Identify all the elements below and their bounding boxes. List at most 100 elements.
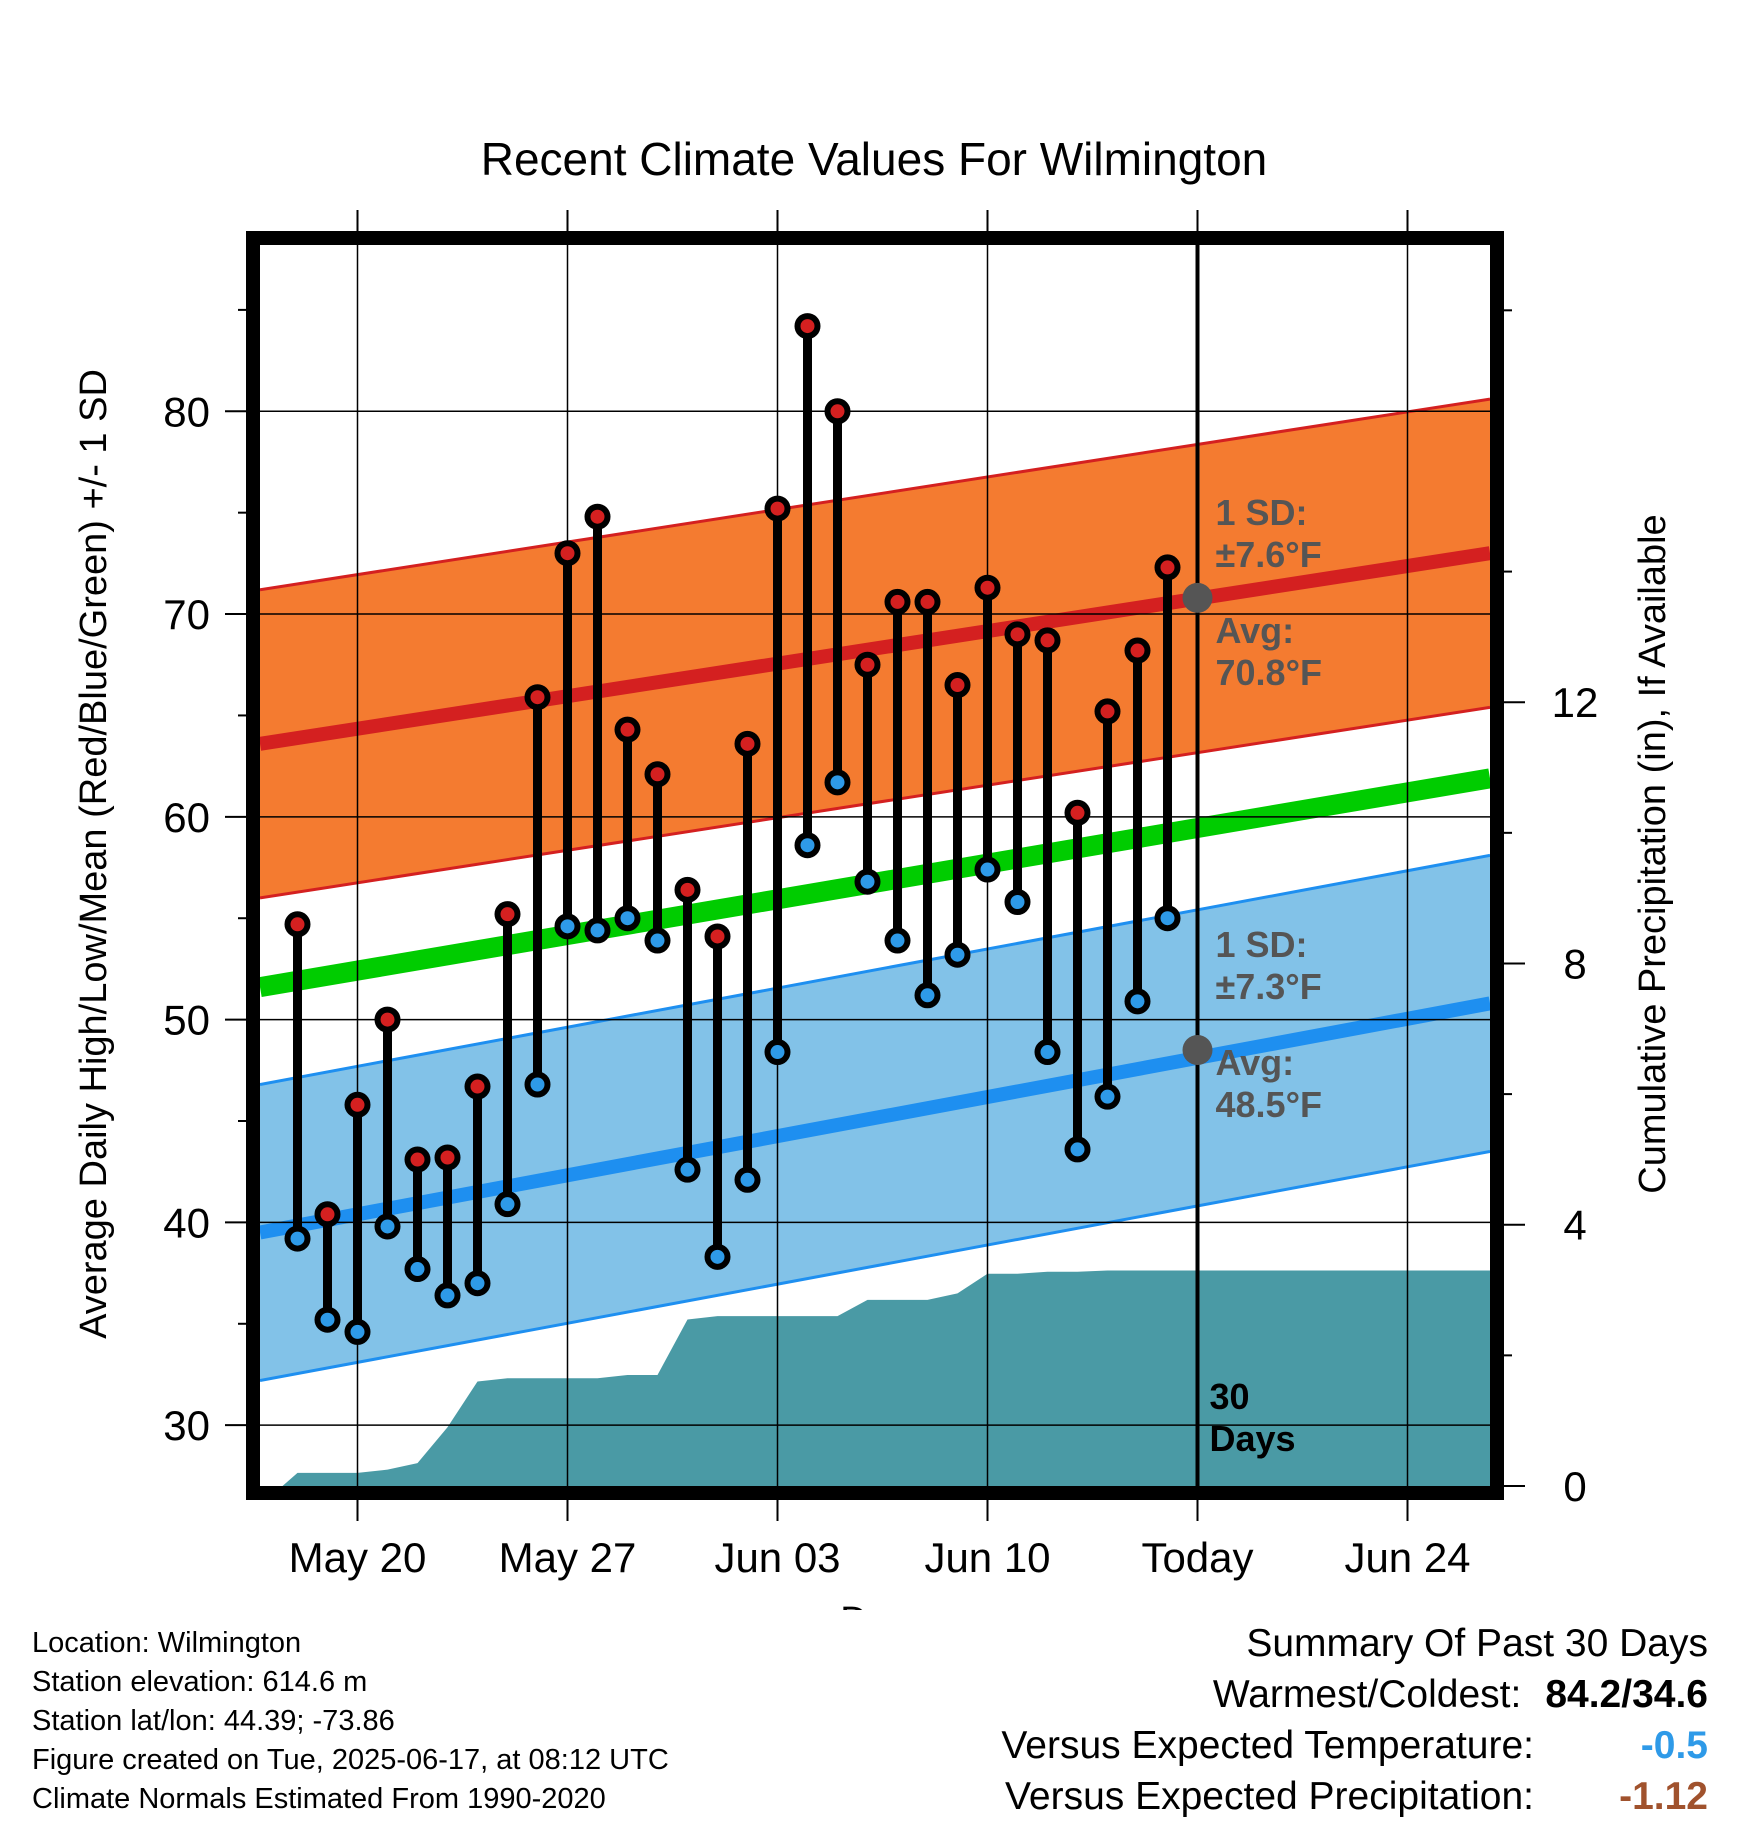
daily-high-point <box>674 876 701 903</box>
days-label-unit: Days <box>1210 1418 1296 1459</box>
daily-low-point <box>374 1213 401 1240</box>
daily-high-point <box>404 1146 431 1173</box>
low-sd-label: 1 SD: <box>1216 924 1308 965</box>
elevation-text: Station elevation: 614.6 m <box>32 1666 368 1698</box>
daily-low-point <box>764 1039 791 1066</box>
daily-high-point <box>854 651 881 678</box>
daily-low-point <box>464 1270 491 1297</box>
daily-low-point <box>1094 1083 1121 1110</box>
precip-value: -1.12 <box>1619 1775 1708 1818</box>
days-label-count: 30 <box>1210 1376 1250 1417</box>
x-tick-label: May 27 <box>499 1534 637 1581</box>
high-lower-edge <box>260 705 1490 900</box>
daily-low-point <box>1154 905 1181 932</box>
plot-frame <box>246 231 1504 1500</box>
high-normal-line <box>260 546 1490 751</box>
daily-low-point <box>554 913 581 940</box>
daily-low-point <box>1064 1136 1091 1163</box>
daily-high-point <box>914 588 941 615</box>
x-axis-label: Day <box>840 1600 908 1610</box>
daily-high-point <box>764 495 791 522</box>
daily-high-point <box>644 761 671 788</box>
daily-high-point <box>704 923 731 950</box>
daily-low-point <box>944 941 971 968</box>
low-normal-line <box>260 996 1490 1240</box>
high-sd-value: ±7.6°F <box>1216 534 1322 575</box>
daily-low-point <box>524 1071 551 1098</box>
temp-label: Versus Expected Temperature: <box>1001 1724 1534 1767</box>
today-low-avg-marker <box>1182 1035 1213 1066</box>
y-tick-label: 80 <box>163 388 210 435</box>
today-high-avg-marker <box>1182 582 1213 613</box>
y-tick-label: 40 <box>163 1199 210 1246</box>
location-text: Location: Wilmington <box>32 1627 302 1659</box>
daily-high-point <box>464 1073 491 1100</box>
daily-low-point <box>884 927 911 954</box>
daily-high-point <box>524 684 551 711</box>
y2-tick-label: 0 <box>1563 1463 1586 1510</box>
daily-low-point <box>794 832 821 859</box>
summary-warm-cold: Warmest/Coldest: 84.2/34.6 <box>1001 1669 1708 1720</box>
x-tick-label: May 20 <box>289 1534 427 1581</box>
daily-high-point <box>1094 698 1121 725</box>
temp-value: -0.5 <box>1640 1724 1708 1767</box>
warm-cold-value: 84.2/34.6 <box>1545 1673 1708 1716</box>
climate-chart: Recent Climate Values For Wilmington 1 S… <box>73 133 1674 1610</box>
summary-temp: Versus Expected Temperature: -0.5 <box>1001 1720 1708 1771</box>
x-tick-label: Jun 10 <box>924 1534 1050 1581</box>
high-sd-label: 1 SD: <box>1216 492 1308 533</box>
daily-high-point <box>434 1144 461 1171</box>
y2-tick-label: 12 <box>1552 679 1599 726</box>
daily-high-point <box>734 730 761 757</box>
daily-high-point <box>1124 637 1151 664</box>
daily-low-point <box>824 769 851 796</box>
station-metadata: Location: Wilmington Station elevation: … <box>32 1624 669 1819</box>
daily-low-point <box>854 868 881 895</box>
daily-high-point <box>1034 627 1061 654</box>
low-avg-value: 48.5°F <box>1216 1084 1322 1125</box>
daily-high-point <box>314 1201 341 1228</box>
latlon-text: Station lat/lon: 44.39; -73.86 <box>32 1705 395 1737</box>
daily-low-point <box>644 927 671 954</box>
created-text: Figure created on Tue, 2025-06-17, at 08… <box>32 1744 669 1776</box>
daily-high-point <box>1064 799 1091 826</box>
daily-low-point <box>674 1156 701 1183</box>
daily-high-point <box>824 398 851 425</box>
high-upper-edge <box>260 397 1490 592</box>
daily-high-point <box>494 901 521 928</box>
y-axis-label: Average Daily High/Low/Mean (Red/Blue/Gr… <box>73 369 115 1339</box>
daily-low-point <box>344 1318 371 1345</box>
daily-high-point <box>584 503 611 530</box>
y-tick-label: 50 <box>163 997 210 1044</box>
y-tick-label: 60 <box>163 794 210 841</box>
high-avg-value: 70.8°F <box>1216 652 1322 693</box>
precip-label: Versus Expected Precipitation: <box>1005 1775 1534 1818</box>
daily-low-point <box>284 1225 311 1252</box>
x-tick-label: Jun 03 <box>714 1534 840 1581</box>
daily-low-point <box>314 1306 341 1333</box>
low-lower-edge <box>260 1149 1490 1383</box>
warm-cold-label: Warmest/Coldest: <box>1212 1673 1522 1716</box>
plot-inner <box>260 245 1490 1486</box>
low-sd-value: ±7.3°F <box>1216 966 1322 1007</box>
y-tick-label: 70 <box>163 591 210 638</box>
daily-high-point <box>1004 621 1031 648</box>
y-tick-label: 30 <box>163 1402 210 1449</box>
x-tick-label: Jun 24 <box>1344 1534 1470 1581</box>
daily-low-point <box>494 1191 521 1218</box>
daily-low-point <box>1034 1039 1061 1066</box>
daily-low-point <box>614 905 641 932</box>
daily-low-point <box>734 1166 761 1193</box>
daily-high-point <box>374 1006 401 1033</box>
summary-panel: Summary Of Past 30 Days Warmest/Coldest:… <box>1001 1618 1708 1822</box>
daily-low-point <box>584 917 611 944</box>
daily-high-point <box>884 588 911 615</box>
daily-low-point <box>704 1243 731 1270</box>
daily-low-point <box>974 856 1001 883</box>
daily-high-point <box>284 911 311 938</box>
daily-low-point <box>434 1282 461 1309</box>
daily-high-point <box>944 672 971 699</box>
high-avg-label: Avg: <box>1216 610 1295 651</box>
daily-low-point <box>1004 889 1031 915</box>
